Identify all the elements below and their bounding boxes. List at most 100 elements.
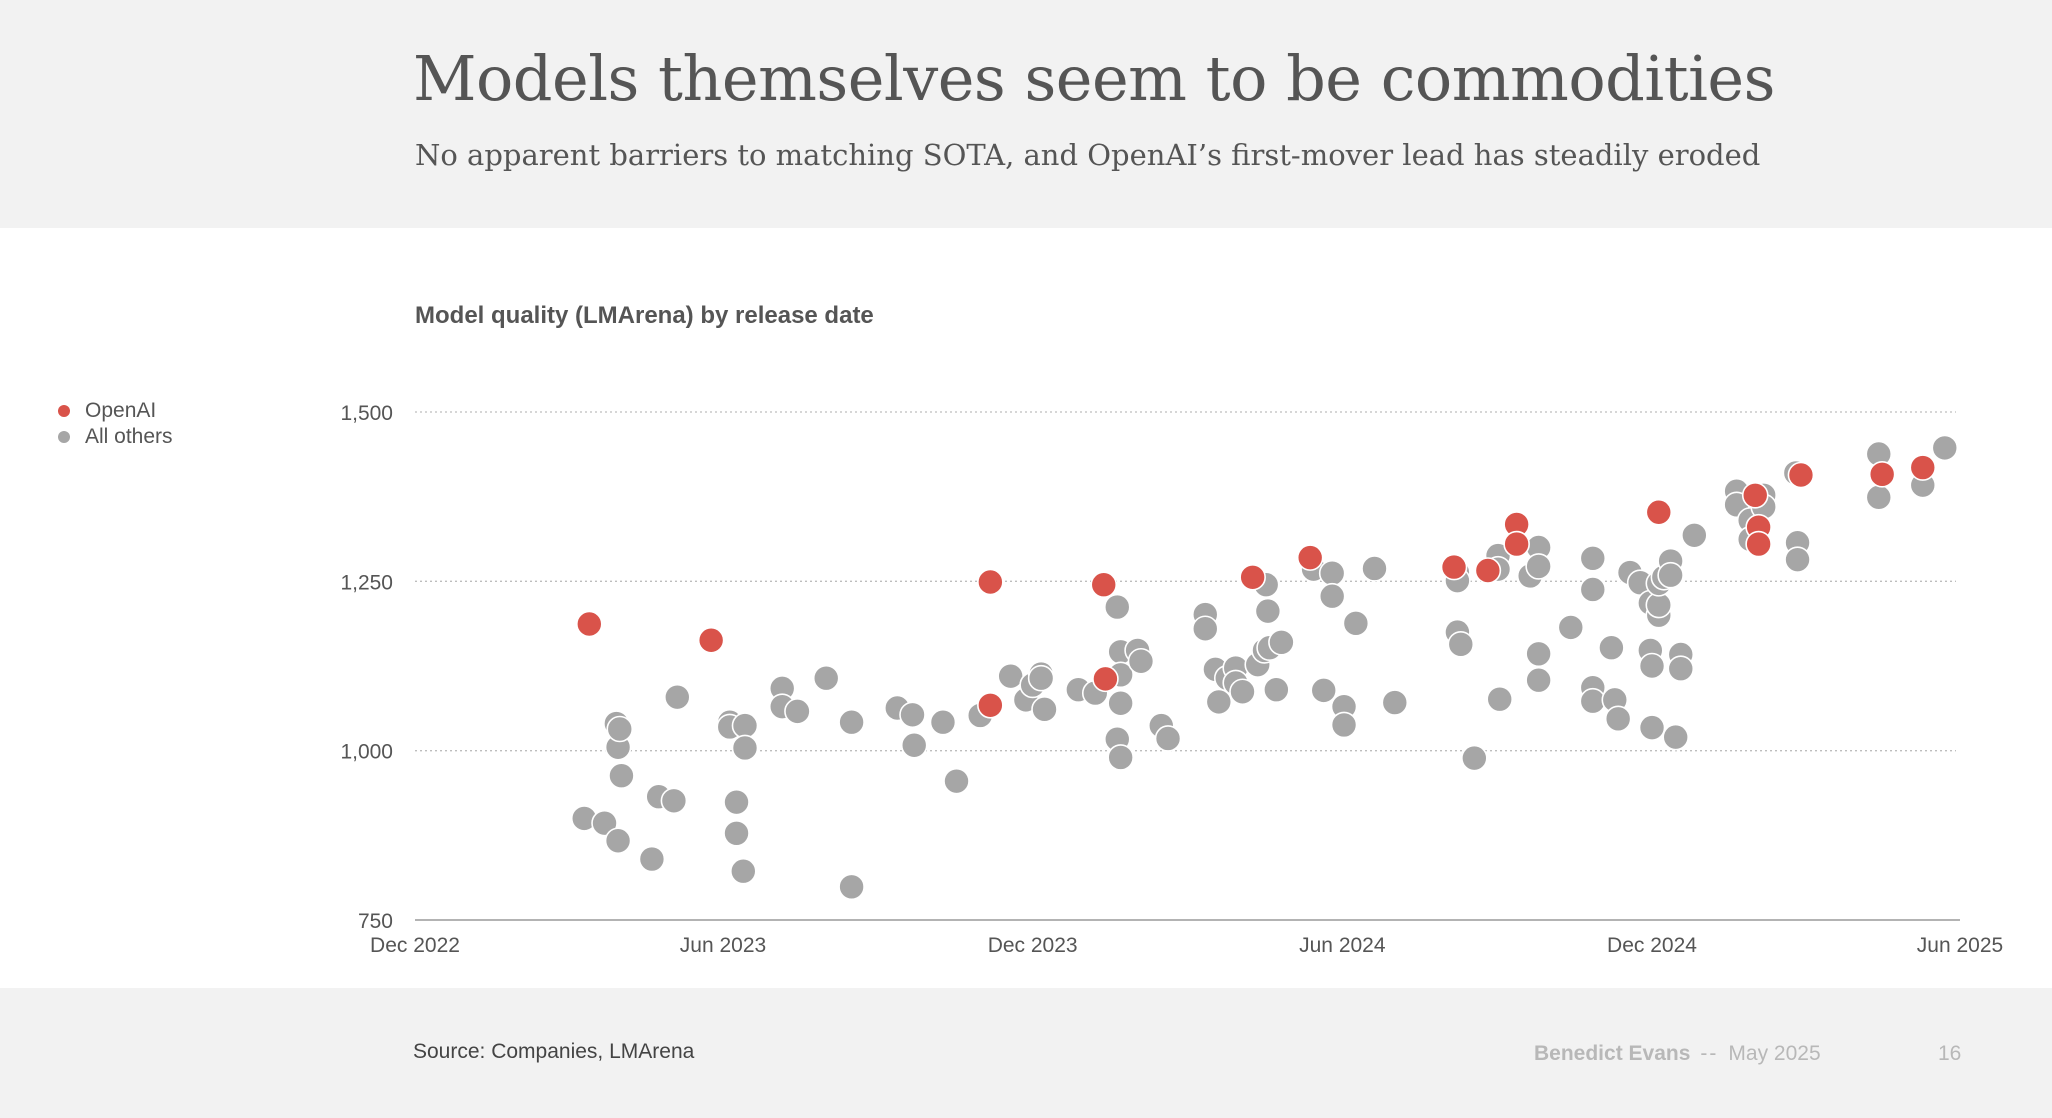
page-number: 16: [1938, 1042, 1962, 1065]
other-model-point: [812, 664, 840, 692]
other-model-point: [1127, 647, 1155, 675]
other-model-point: [608, 762, 635, 790]
footer-band: [0, 988, 2052, 1118]
x-tick-label: Dec 2022: [370, 934, 460, 957]
openai-point: [1090, 571, 1118, 599]
header-band: Models themselves seem to be commodities…: [0, 0, 2052, 228]
legend-label-others: All others: [85, 425, 173, 448]
other-model-point: [729, 857, 757, 885]
x-tick-label: Dec 2024: [1607, 934, 1697, 957]
other-model-point: [1191, 615, 1219, 643]
other-model-point: [1263, 676, 1290, 704]
other-model-point: [943, 767, 970, 795]
other-model-point: [838, 873, 865, 901]
other-model-point: [1525, 553, 1552, 580]
other-model-point: [1579, 545, 1607, 572]
other-model-point: [606, 715, 634, 743]
credit: Benedict Evans -- May 2025: [1534, 1042, 1821, 1066]
x-tick-label: Dec 2023: [988, 934, 1078, 957]
source-note: Source: Companies, LMArena: [413, 1040, 695, 1063]
other-model-point: [1318, 582, 1346, 610]
x-tick-label: Jun 2023: [680, 934, 766, 957]
other-model-point: [1254, 597, 1282, 625]
other-model-point: [604, 827, 632, 855]
credit-separator: --: [1700, 1042, 1719, 1065]
other-model-point: [1681, 521, 1708, 549]
other-model-point: [1381, 689, 1409, 716]
openai-point: [1440, 553, 1468, 581]
legend-item-openai: OpenAI: [58, 398, 173, 424]
other-model-point: [731, 712, 759, 739]
openai-point: [977, 691, 1004, 719]
other-model-point: [1865, 484, 1893, 511]
other-model-point: [1361, 555, 1388, 582]
other-model-point: [1486, 685, 1514, 713]
other-model-point: [1557, 614, 1585, 641]
other-model-point: [1107, 689, 1134, 717]
other-model-point: [1461, 744, 1488, 772]
y-tick-label: 1,500: [340, 402, 393, 425]
openai-point: [1474, 557, 1502, 584]
other-model-point: [591, 809, 618, 837]
other-model-point: [1657, 561, 1684, 589]
other-model-point: [1027, 664, 1055, 692]
y-tick-label: 750: [358, 910, 393, 933]
data-points: [570, 434, 1959, 901]
openai-point: [977, 568, 1004, 596]
legend-dot-openai: [58, 405, 70, 417]
other-model-point: [1662, 723, 1690, 751]
other-model-point: [1579, 576, 1607, 603]
other-model-point: [899, 701, 926, 729]
other-model-point: [1107, 744, 1134, 771]
other-model-point: [838, 708, 865, 736]
openai-point: [1645, 498, 1673, 526]
other-model-point: [663, 683, 691, 711]
publish-date: May 2025: [1728, 1042, 1821, 1065]
other-model-point: [1525, 666, 1552, 694]
grid-lines: [415, 411, 1956, 752]
chart-title: Model quality (LMArena) by release date: [415, 302, 874, 329]
other-model-point: [723, 788, 750, 816]
other-model-point: [1525, 640, 1552, 668]
chart-panel: [0, 228, 2052, 988]
other-model-point: [1318, 559, 1346, 587]
y-tick-label: 1,000: [340, 741, 393, 764]
page-subtitle: No apparent barriers to matching SOTA, a…: [415, 138, 1761, 172]
legend-item-others: All others: [58, 424, 173, 450]
other-model-point: [660, 787, 688, 815]
other-model-point: [1447, 631, 1475, 658]
openai-point: [1868, 461, 1896, 488]
other-model-point: [1342, 610, 1370, 637]
openai-point: [1092, 665, 1119, 693]
other-model-point: [1638, 714, 1666, 741]
y-tick-label: 1,250: [340, 571, 393, 594]
other-model-point: [723, 820, 750, 847]
other-model-point: [1667, 655, 1695, 683]
x-tick-label: Jun 2025: [1917, 934, 2003, 957]
other-model-point: [784, 698, 811, 725]
other-model-point: [1931, 434, 1959, 462]
other-model-point: [1205, 688, 1233, 716]
openai-point: [575, 610, 603, 638]
other-model-point: [1154, 725, 1182, 752]
other-model-point: [929, 708, 957, 736]
other-model-point: [1229, 678, 1256, 706]
openai-point: [697, 626, 725, 654]
x-tick-label: Jun 2024: [1299, 934, 1386, 957]
openai-point: [1296, 544, 1324, 571]
openai-point: [1909, 454, 1937, 481]
legend-label-openai: OpenAI: [85, 399, 157, 422]
author-name: Benedict Evans: [1534, 1042, 1691, 1065]
other-model-point: [638, 845, 666, 873]
openai-point: [1787, 461, 1815, 489]
other-model-point: [1784, 546, 1811, 573]
other-model-point: [731, 734, 759, 762]
other-model-point: [1310, 677, 1338, 704]
page-title: Models themselves seem to be commodities: [413, 42, 1775, 115]
other-model-point: [1604, 705, 1632, 733]
openai-point: [1239, 563, 1266, 591]
other-model-point: [1330, 711, 1358, 739]
other-model-point: [1103, 593, 1131, 621]
legend-dot-others: [58, 431, 70, 443]
